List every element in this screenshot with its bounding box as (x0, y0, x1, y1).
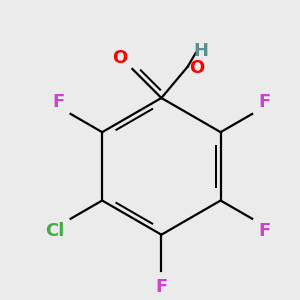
Text: F: F (52, 92, 65, 110)
Text: F: F (155, 278, 167, 296)
Text: H: H (194, 42, 208, 60)
Text: F: F (258, 92, 270, 110)
Text: F: F (258, 222, 270, 240)
Text: Cl: Cl (45, 222, 65, 240)
Text: O: O (189, 59, 204, 77)
Text: O: O (112, 49, 128, 67)
